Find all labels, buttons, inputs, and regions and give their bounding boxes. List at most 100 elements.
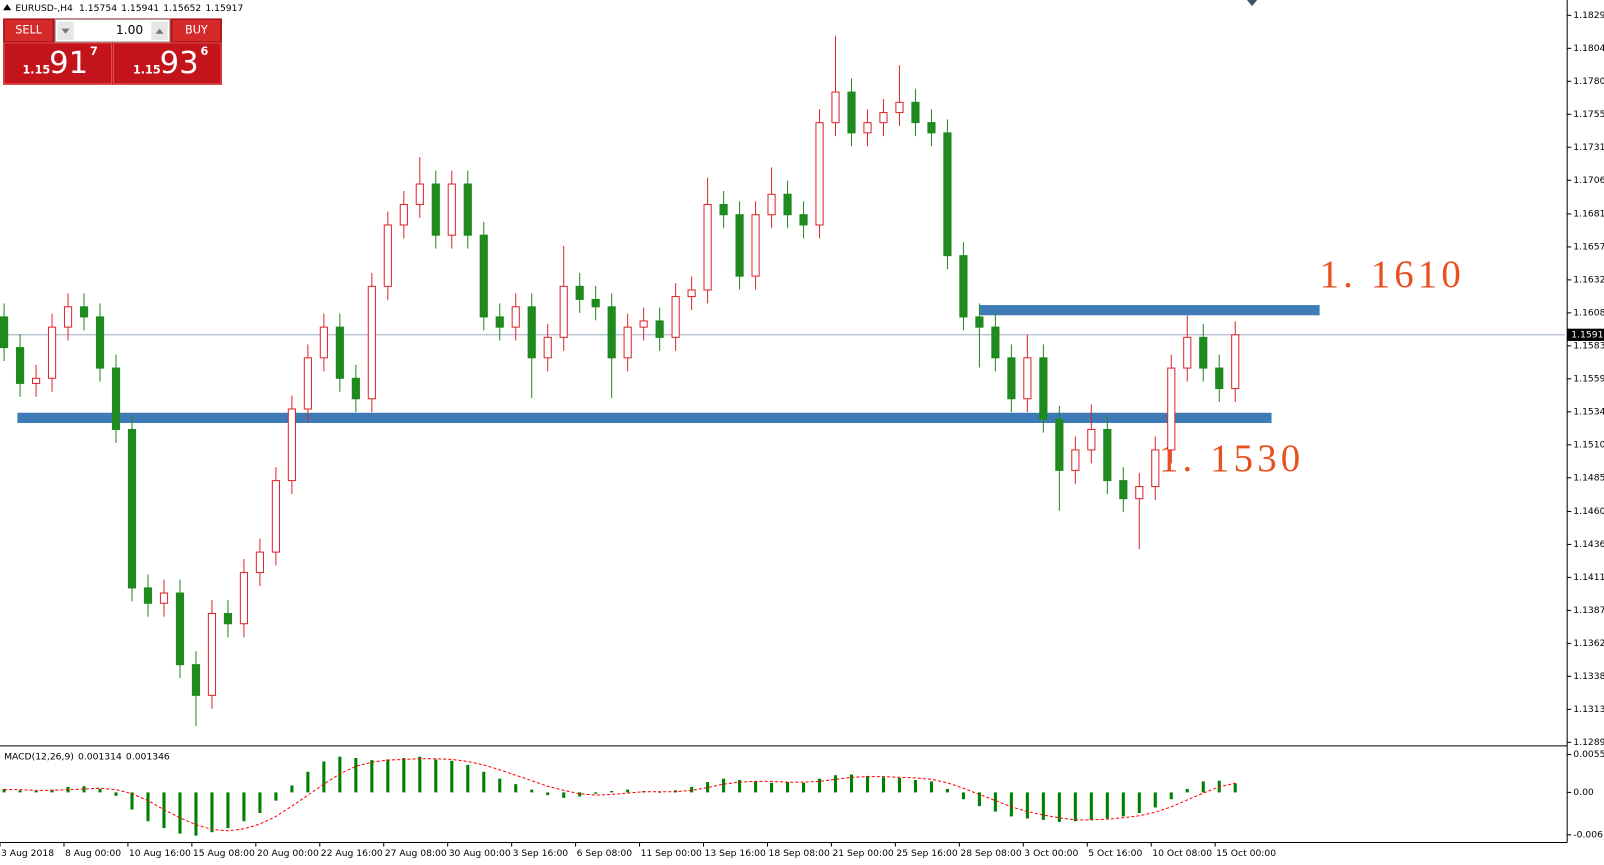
candle-body bbox=[207, 612, 217, 696]
candle-body bbox=[527, 306, 536, 359]
candle-body bbox=[575, 285, 584, 300]
macd-bar bbox=[82, 786, 86, 793]
macd-bar bbox=[1089, 792, 1093, 820]
macd-bar bbox=[530, 789, 534, 793]
up-arrow bbox=[155, 28, 164, 34]
candle-body bbox=[143, 587, 153, 604]
candle-body bbox=[687, 289, 696, 298]
candle-body bbox=[415, 183, 424, 206]
candle-body bbox=[559, 285, 568, 338]
candle-body bbox=[623, 326, 632, 359]
shift-marker bbox=[1246, 0, 1258, 7]
x-tick-label: 8 Aug 00:00 bbox=[65, 848, 121, 859]
ask-pips: 93 bbox=[160, 46, 199, 81]
low: 1.15652 bbox=[163, 3, 201, 14]
y-tick-label: 1.13870 bbox=[1573, 605, 1604, 616]
candle-body bbox=[383, 224, 392, 287]
candle-body bbox=[1119, 480, 1128, 500]
high: 1.15941 bbox=[121, 3, 159, 14]
candle-body bbox=[63, 306, 73, 328]
x-tick-label: 22 Aug 16:00 bbox=[321, 848, 383, 859]
macd-bar bbox=[897, 777, 902, 793]
macd-bar bbox=[162, 792, 166, 829]
candle-body bbox=[1167, 367, 1176, 451]
candle-body bbox=[431, 183, 440, 236]
candle-body bbox=[895, 101, 904, 114]
candle-body bbox=[79, 306, 89, 318]
candle-body bbox=[591, 298, 600, 308]
x-tick-label: 28 Sep 08:00 bbox=[960, 848, 1021, 859]
y-tick-label: 1.14360 bbox=[1573, 539, 1604, 550]
candle-body bbox=[607, 306, 616, 359]
ask-box[interactable] bbox=[113, 42, 222, 85]
macd-bar bbox=[817, 778, 822, 793]
macd-bar bbox=[130, 792, 134, 810]
candle-body bbox=[367, 285, 376, 400]
macd-bar bbox=[1009, 792, 1013, 817]
y-tick-label: 0.00 bbox=[1573, 787, 1594, 798]
macd-bar bbox=[1185, 788, 1189, 793]
y-tick-label: 0.00551 bbox=[1573, 749, 1604, 760]
x-tick-label: 13 Sep 16:00 bbox=[705, 848, 766, 859]
candle-body bbox=[111, 367, 121, 430]
candle-body bbox=[767, 193, 776, 216]
candle-body bbox=[1135, 486, 1144, 500]
candle-body bbox=[543, 336, 552, 359]
y-tick-label: 1.15835 bbox=[1573, 340, 1604, 351]
candle-body bbox=[735, 214, 744, 277]
y-tick-label: 1.13625 bbox=[1573, 638, 1604, 649]
macd-bar bbox=[849, 774, 854, 793]
macd-bar bbox=[114, 792, 118, 796]
candle-body bbox=[815, 122, 824, 226]
collapse-icon[interactable] bbox=[3, 4, 12, 11]
bid-fraction: 7 bbox=[90, 45, 98, 58]
macd-bar bbox=[754, 781, 758, 793]
x-tick-label: 21 Sep 00:00 bbox=[832, 848, 893, 859]
signal-line bbox=[4, 758, 1236, 832]
candle-body bbox=[95, 316, 105, 369]
macd-bar bbox=[865, 775, 870, 793]
x-tick-label: 10 Aug 16:00 bbox=[129, 848, 191, 859]
candle-body bbox=[255, 551, 265, 574]
macd-last: 0.001314 bbox=[78, 751, 122, 762]
macd-bar bbox=[722, 778, 726, 793]
y-tick-label: 1.18045 bbox=[1573, 43, 1604, 54]
header: EURUSD-,H4 1.15754 1.15941 1.15652 1.15917 bbox=[15, 3, 243, 14]
level-bar bbox=[979, 305, 1320, 316]
x-tick-label: 30 Aug 00:00 bbox=[449, 848, 511, 859]
trade-panel: SELL 1.00 BUY 1.15 91 7 1.15 93 6 bbox=[3, 18, 222, 85]
bid-box[interactable] bbox=[3, 42, 113, 85]
y-tick-label: 1.16080 bbox=[1573, 307, 1604, 318]
candle-body bbox=[911, 101, 920, 124]
candle-body bbox=[15, 347, 25, 384]
macd-bar bbox=[402, 758, 406, 793]
macd-bar bbox=[929, 781, 933, 793]
candle-body bbox=[943, 132, 952, 257]
macd-panel: 0.00551 0.00 -0.00618 bbox=[2, 749, 1604, 840]
x-tick-label: 20 Aug 00:00 bbox=[257, 848, 319, 859]
volume: 1.00 bbox=[116, 23, 143, 37]
buy-button[interactable] bbox=[171, 18, 222, 43]
candle-body bbox=[335, 326, 344, 379]
y-tick-label: 1.17310 bbox=[1573, 142, 1604, 153]
y-tick-label: 1.15590 bbox=[1573, 373, 1604, 384]
macd-bar bbox=[370, 760, 374, 793]
macd-bar bbox=[1137, 792, 1141, 813]
macd-bar bbox=[802, 782, 806, 793]
candle-body bbox=[287, 408, 296, 482]
macd-bar bbox=[210, 792, 214, 833]
sell-label: SELL bbox=[15, 24, 42, 37]
macd-bar bbox=[1169, 792, 1173, 800]
y-tick-label: 1.13135 bbox=[1573, 704, 1604, 715]
candle-body bbox=[47, 326, 57, 379]
y-tick-label: 1.14605 bbox=[1573, 506, 1604, 517]
sell-button[interactable] bbox=[3, 18, 54, 43]
y-tick-label: 1.16325 bbox=[1573, 274, 1604, 285]
candle-body bbox=[799, 214, 808, 226]
level-label: 1. 1610 bbox=[1320, 253, 1465, 296]
volume-field[interactable] bbox=[54, 18, 171, 43]
macd-bar bbox=[1153, 792, 1157, 808]
level-label: 1. 1530 bbox=[1159, 437, 1304, 480]
candle-body bbox=[1199, 336, 1208, 369]
candle-body bbox=[511, 306, 520, 328]
